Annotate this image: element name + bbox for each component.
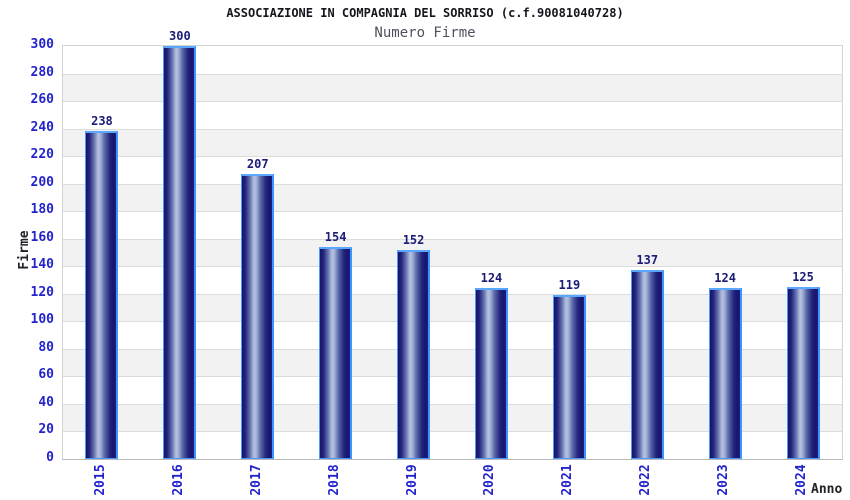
plot-area: 238 300 207 154 152 124 119 137 124 125 [62,29,843,460]
x-tick-label: 2019 [404,464,420,496]
bar-value-label: 154 [324,230,347,244]
bar-2018 [319,247,353,459]
x-axis-title: Anno [811,482,843,497]
y-tick-label: 200 [30,174,54,190]
y-tick-label: 300 [30,37,54,52]
bar-2024 [786,286,820,459]
y-tick-label: 140 [30,257,54,273]
x-tick-label: 2015 [92,464,108,496]
bar-value-label: 119 [558,278,581,293]
y-tick-label: 280 [30,64,54,80]
y-tick-label: 220 [30,147,54,163]
bar-2023 [708,288,742,459]
y-tick-label: 40 [38,394,54,410]
y-tick-label: 120 [30,284,54,300]
y-tick-label: 20 [38,422,54,438]
x-tick-label: 2020 [482,464,498,496]
y-tick-label: 180 [30,202,54,218]
x-tick-label: 2017 [248,464,264,496]
bar-value-label: 124 [714,271,736,286]
bar-2020 [474,288,508,459]
y-tick-label: 160 [30,229,54,245]
bar-value-label: 207 [246,157,269,172]
y-tick-label: 100 [30,312,54,328]
x-tick-label: 2022 [638,464,654,496]
bar-value-label: 137 [636,253,659,268]
x-tick-label: 2023 [716,464,732,496]
y-tick-label: 260 [30,92,54,108]
bar-value-label: 152 [402,232,425,247]
bar-2015 [85,131,119,459]
x-tick-label: 2018 [326,464,342,496]
bar-2019 [397,249,431,459]
bar-value-label: 300 [169,29,191,43]
bar-2022 [630,270,664,459]
bar-2021 [552,295,586,459]
bar-value-label: 125 [792,269,814,284]
chart-subtitle: Numero Firme [374,25,476,41]
y-tick-label: 0 [46,450,54,465]
y-tick-label: 240 [30,119,54,135]
bar-2016 [163,46,197,459]
y-tick-label: 60 [38,367,54,383]
chart-title: ASSOCIAZIONE IN COMPAGNIA DEL SORRISO (c… [226,6,624,20]
y-tick-label: 80 [38,339,54,355]
x-tick-label: 2021 [560,464,576,496]
bar-value-label: 124 [480,271,503,286]
bar-value-label: 238 [91,114,113,129]
bar-2017 [241,174,275,459]
x-tick-label: 2024 [794,464,810,496]
x-tick-label: 2016 [170,464,186,496]
